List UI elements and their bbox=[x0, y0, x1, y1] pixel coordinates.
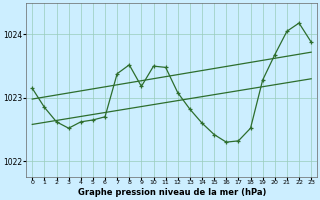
X-axis label: Graphe pression niveau de la mer (hPa): Graphe pression niveau de la mer (hPa) bbox=[77, 188, 266, 197]
